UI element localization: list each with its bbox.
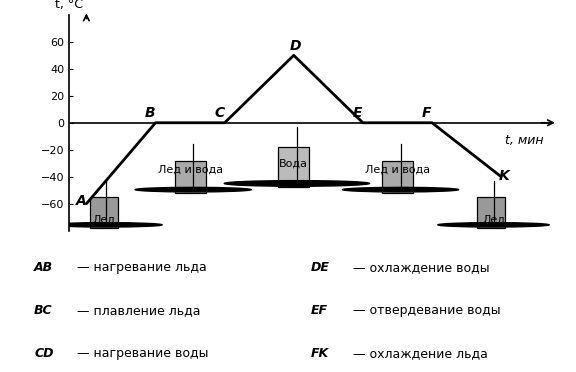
Text: Вода: Вода <box>279 158 308 168</box>
Text: — охлаждение льда: — охлаждение льда <box>349 347 488 360</box>
Text: t, мин: t, мин <box>505 134 544 147</box>
Bar <box>382 161 413 193</box>
Text: B: B <box>145 106 156 120</box>
Text: — нагревание воды: — нагревание воды <box>73 347 209 360</box>
Text: D: D <box>290 39 301 52</box>
Text: Лед: Лед <box>483 215 506 225</box>
Text: Лед: Лед <box>92 215 115 225</box>
Bar <box>278 147 309 187</box>
Text: Лед и вода: Лед и вода <box>365 165 430 175</box>
Text: A: A <box>76 194 86 208</box>
Circle shape <box>343 187 458 192</box>
Text: AB: AB <box>34 261 53 274</box>
Bar <box>90 197 118 228</box>
Text: E: E <box>353 106 362 120</box>
Text: — отвердевание воды: — отвердевание воды <box>349 304 501 317</box>
Circle shape <box>51 223 162 227</box>
Text: F: F <box>422 106 431 120</box>
Text: Лед и вода: Лед и вода <box>157 165 223 175</box>
Text: BC: BC <box>34 304 53 317</box>
Bar <box>477 197 505 228</box>
Bar <box>175 161 206 193</box>
Circle shape <box>438 223 549 227</box>
Text: EF: EF <box>310 304 328 317</box>
Text: — охлаждение воды: — охлаждение воды <box>349 261 490 274</box>
Text: DE: DE <box>310 261 329 274</box>
Text: t, °С: t, °С <box>55 0 83 10</box>
Circle shape <box>224 181 369 186</box>
Circle shape <box>135 187 251 192</box>
Text: CD: CD <box>34 347 54 360</box>
Text: — плавление льда: — плавление льда <box>73 304 200 317</box>
Text: K: K <box>499 169 510 183</box>
Text: C: C <box>214 106 225 120</box>
Text: — нагревание льда: — нагревание льда <box>73 261 207 274</box>
Text: FK: FK <box>310 347 329 360</box>
